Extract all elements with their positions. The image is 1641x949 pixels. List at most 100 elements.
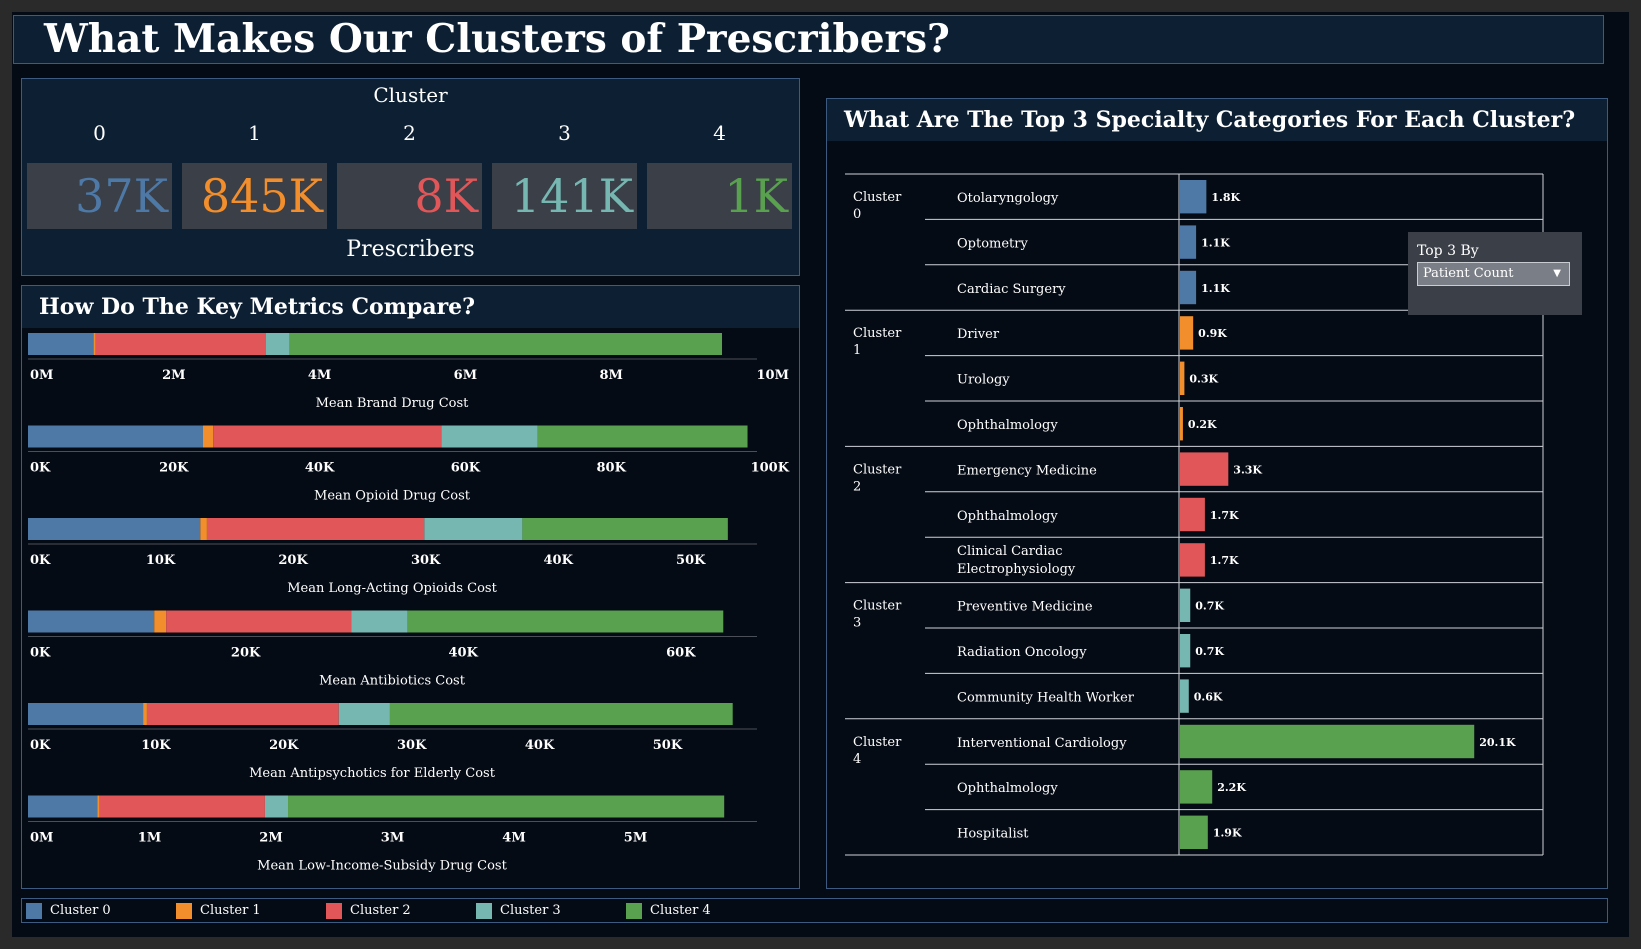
metric-bar-segment[interactable]	[28, 333, 94, 355]
cluster-group-label: Cluster 4	[853, 735, 902, 767]
specialty-value-label: 0.6K	[1194, 690, 1223, 703]
metric-bar-segment[interactable]	[28, 610, 155, 633]
specialty-label: Interventional Cardiology	[957, 736, 1127, 751]
top3-dropdown[interactable]: Patient Count ▼	[1417, 262, 1570, 286]
metric-tick-label: 2M	[162, 368, 185, 383]
metric-bar-segment[interactable]	[424, 518, 523, 540]
legend-item[interactable]: Cluster 3	[476, 902, 561, 920]
metric-tick-label: 4M	[308, 368, 331, 383]
legend-item[interactable]: Cluster 4	[626, 902, 711, 920]
metric-bar-segment[interactable]	[99, 795, 265, 818]
metric-bar-segment[interactable]	[97, 795, 100, 818]
metric-bar-segment[interactable]	[28, 425, 203, 448]
legend-label: Cluster 2	[350, 903, 411, 918]
specialty-bar[interactable]	[1180, 180, 1207, 214]
metric-tick-label: 30K	[411, 553, 441, 568]
metric-bar-segment[interactable]	[154, 610, 167, 633]
metric-bar-segment[interactable]	[213, 425, 442, 448]
specialty-label: Driver	[957, 327, 1000, 342]
metric-bar-segment[interactable]	[95, 333, 266, 355]
kpi-prescriber-count[interactable]: 8K	[337, 163, 482, 229]
metric-tick-label: 60K	[666, 646, 696, 661]
legend-item[interactable]: Cluster 1	[176, 902, 261, 920]
top3-dropdown-value: Patient Count	[1423, 266, 1514, 281]
metric-bar-segment[interactable]	[407, 610, 724, 633]
specialty-bar[interactable]	[1180, 452, 1229, 486]
metric-tick-label: 8M	[599, 368, 622, 383]
specialty-value-label: 0.3K	[1189, 373, 1218, 386]
metric-bar-segment[interactable]	[146, 703, 339, 725]
metric-bar-segment[interactable]	[206, 518, 425, 540]
metric-tick-label: 10K	[146, 553, 176, 568]
metric-bar-segment[interactable]	[202, 425, 214, 448]
specialty-header: What Are The Top 3 Specialty Categories …	[827, 99, 1607, 141]
metric-bar-segment[interactable]	[441, 425, 538, 448]
specialty-value-label: 20.1K	[1479, 736, 1516, 749]
cluster-group-label: Cluster 0	[853, 190, 902, 222]
metric-bar-segment[interactable]	[522, 518, 728, 540]
kpi-prescriber-count[interactable]: 141K	[492, 163, 637, 229]
specialty-value-label: 0.2K	[1188, 418, 1217, 431]
specialty-bar[interactable]	[1180, 316, 1194, 350]
specialty-bar[interactable]	[1180, 588, 1191, 622]
metric-tick-label: 1M	[138, 831, 161, 846]
specialty-bar[interactable]	[1180, 361, 1185, 395]
metric-tick-label: 40K	[525, 738, 555, 753]
metric-bar-segment[interactable]	[338, 703, 390, 725]
specialty-value-label: 1.1K	[1201, 236, 1230, 249]
metric-axis-title: Mean Brand Drug Cost	[316, 396, 470, 411]
metric-bar-segment[interactable]	[143, 703, 147, 725]
kpi-prescriber-count[interactable]: 1K	[647, 163, 792, 229]
metric-bar-segment[interactable]	[28, 703, 144, 725]
specialty-bar[interactable]	[1180, 407, 1183, 441]
metric-bar-segment[interactable]	[351, 610, 408, 633]
kpi-cluster-id: 3	[558, 121, 571, 145]
specialty-bar[interactable]	[1180, 770, 1213, 804]
specialty-label: Preventive Medicine	[957, 600, 1093, 615]
metric-bar-segment[interactable]	[200, 518, 207, 540]
specialty-bar[interactable]	[1180, 225, 1197, 259]
specialty-title: What Are The Top 3 Specialty Categories …	[844, 107, 1576, 133]
metric-bar-segment[interactable]	[289, 333, 723, 355]
legend-swatch	[176, 902, 192, 919]
kpi-prescriber-count[interactable]: 37K	[27, 163, 172, 229]
metric-bar-segment[interactable]	[265, 333, 290, 355]
specialty-bar[interactable]	[1180, 815, 1208, 849]
specialty-value-label: 1.7K	[1210, 554, 1239, 567]
metric-bar-segment[interactable]	[28, 518, 201, 540]
metric-tick-label: 0K	[30, 738, 51, 753]
specialty-label: Radiation Oncology	[957, 645, 1087, 660]
metric-bar-segment[interactable]	[264, 795, 289, 818]
metric-tick-label: 20K	[231, 646, 261, 661]
metric-tick-label: 20K	[269, 738, 299, 753]
metric-bar-segment[interactable]	[389, 703, 733, 725]
legend-item[interactable]: Cluster 2	[326, 902, 411, 920]
specialty-chart: Cluster 0 Otolaryngology 1.8K Optometry 1.1K C…	[845, 173, 1544, 856]
metric-bar-segment[interactable]	[93, 333, 96, 355]
kpi-cluster-id: 4	[713, 121, 726, 145]
metric-tick-label: 0M	[30, 368, 53, 383]
specialty-bar[interactable]	[1180, 724, 1475, 759]
title-bar: What Makes Our Clusters of Prescribers?	[13, 15, 1604, 64]
specialty-bar[interactable]	[1180, 634, 1191, 668]
metric-bar-segment[interactable]	[288, 795, 725, 818]
kpi-prescriber-count[interactable]: 845K	[182, 163, 327, 229]
metric-tick-label: 30K	[397, 738, 427, 753]
legend-swatch	[626, 902, 642, 919]
legend-item[interactable]: Cluster 0	[26, 902, 111, 920]
specialty-value-label: 2.2K	[1217, 781, 1246, 794]
specialty-value-label: 0.7K	[1195, 645, 1224, 658]
metric-axis-title: Mean Antibiotics Cost	[319, 674, 466, 689]
specialty-bar[interactable]	[1180, 270, 1197, 305]
legend-label: Cluster 3	[500, 903, 561, 918]
metric-axis-title: Mean Antipsychotics for Elderly Cost	[249, 766, 496, 781]
prescribers-caption: Prescribers	[346, 237, 475, 262]
legend: Cluster 0 Cluster 1 Cluster 2 Cluster 3 Clus…	[21, 898, 1608, 923]
specialty-bar[interactable]	[1180, 543, 1205, 577]
specialty-label: Ophthalmology	[957, 781, 1058, 796]
specialty-bar[interactable]	[1180, 679, 1189, 713]
specialty-bar[interactable]	[1180, 497, 1205, 532]
metric-bar-segment[interactable]	[537, 425, 748, 448]
metric-bar-segment[interactable]	[28, 795, 98, 818]
metric-bar-segment[interactable]	[166, 610, 352, 633]
